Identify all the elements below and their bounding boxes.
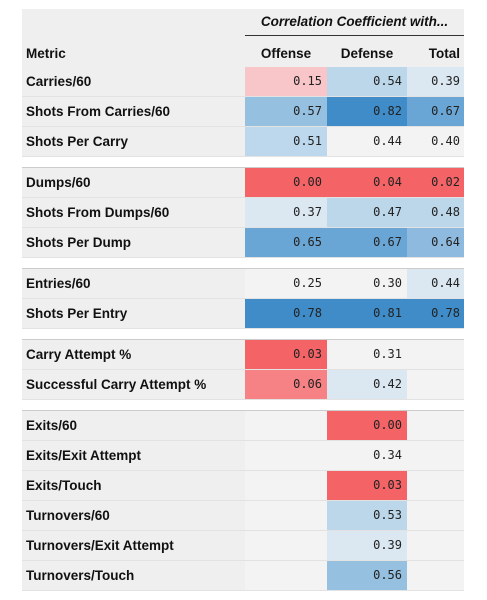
defense-value: 0.82 xyxy=(327,97,407,126)
table-row: Entries/60 0.25 0.30 0.44 xyxy=(22,269,464,299)
defense-value: 0.67 xyxy=(327,228,407,257)
row-group: Exits/60 0.00 Exits/Exit Attempt 0.34 Exits/… xyxy=(22,410,464,591)
metric-label: Exits/Touch xyxy=(22,471,245,500)
defense-value: 0.53 xyxy=(327,501,407,530)
defense-value: 0.30 xyxy=(327,269,407,298)
offense-value: 0.57 xyxy=(245,97,327,126)
offense-column-header: Offense xyxy=(260,46,312,61)
defense-value: 0.39 xyxy=(327,531,407,560)
total-value: 0.39 xyxy=(407,67,464,96)
total-value xyxy=(407,340,464,369)
total-value: 0.44 xyxy=(407,269,464,298)
table-row: Shots From Dumps/60 0.37 0.47 0.48 xyxy=(22,198,464,228)
defense-value: 0.04 xyxy=(327,168,407,197)
total-value: 0.78 xyxy=(407,299,464,328)
metric-label: Shots From Carries/60 xyxy=(22,97,245,126)
defense-value: 0.81 xyxy=(327,299,407,328)
offense-value: 0.65 xyxy=(245,228,327,257)
table-row: Shots From Carries/60 0.57 0.82 0.67 xyxy=(22,97,464,127)
defense-value: 0.54 xyxy=(327,67,407,96)
defense-column-header: Defense xyxy=(340,46,394,61)
table-row: Turnovers/60 0.53 xyxy=(22,501,464,531)
table-row: Carries/60 0.15 0.54 0.39 xyxy=(22,67,464,97)
table-row: Carry Attempt % 0.03 0.31 xyxy=(22,340,464,370)
defense-value: 0.03 xyxy=(327,471,407,500)
defense-value: 0.44 xyxy=(327,127,407,156)
table-row: Turnovers/Touch 0.56 xyxy=(22,561,464,591)
table-row: Shots Per Entry 0.78 0.81 0.78 xyxy=(22,299,464,329)
total-value: 0.48 xyxy=(407,198,464,227)
metric-label: Shots From Dumps/60 xyxy=(22,198,245,227)
total-value xyxy=(407,441,464,470)
offense-value: 0.06 xyxy=(245,370,327,399)
total-value xyxy=(407,561,464,590)
total-value: 0.64 xyxy=(407,228,464,257)
metric-label: Successful Carry Attempt % xyxy=(22,370,245,399)
defense-value: 0.00 xyxy=(327,411,407,440)
metric-label: Turnovers/60 xyxy=(22,501,245,530)
defense-value: 0.31 xyxy=(327,340,407,369)
header-rule xyxy=(245,35,464,36)
offense-value xyxy=(245,471,327,500)
offense-value xyxy=(245,531,327,560)
metric-label: Turnovers/Exit Attempt xyxy=(22,531,245,560)
super-header: Correlation Coefficient with... xyxy=(260,14,449,29)
total-value xyxy=(407,531,464,560)
offense-value xyxy=(245,501,327,530)
total-column-header: Total xyxy=(428,46,460,61)
offense-value: 0.03 xyxy=(245,340,327,369)
defense-value: 0.47 xyxy=(327,198,407,227)
table-row: Shots Per Carry 0.51 0.44 0.40 xyxy=(22,127,464,157)
offense-value xyxy=(245,561,327,590)
offense-value: 0.51 xyxy=(245,127,327,156)
table-row: Turnovers/Exit Attempt 0.39 xyxy=(22,531,464,561)
total-value xyxy=(407,501,464,530)
offense-value: 0.37 xyxy=(245,198,327,227)
row-group: Entries/60 0.25 0.30 0.44 Shots Per Entry 0.7… xyxy=(22,268,464,329)
table-row: Successful Carry Attempt % 0.06 0.42 xyxy=(22,370,464,400)
offense-value: 0.00 xyxy=(245,168,327,197)
table-row: Exits/60 0.00 xyxy=(22,411,464,441)
metric-label: Turnovers/Touch xyxy=(22,561,245,590)
total-value: 0.67 xyxy=(407,97,464,126)
metric-label: Carry Attempt % xyxy=(22,340,245,369)
table-row: Exits/Touch 0.03 xyxy=(22,471,464,501)
table-header: Correlation Coefficient with... Metric O… xyxy=(22,9,464,67)
total-value xyxy=(407,471,464,500)
metric-label: Exits/Exit Attempt xyxy=(22,441,245,470)
offense-value xyxy=(245,411,327,440)
row-group: Carry Attempt % 0.03 0.31 Successful Carry … xyxy=(22,339,464,400)
metric-label: Dumps/60 xyxy=(22,168,245,197)
total-value: 0.02 xyxy=(407,168,464,197)
row-group: Dumps/60 0.00 0.04 0.02 Shots From Dumps/60 0… xyxy=(22,167,464,258)
offense-value: 0.15 xyxy=(245,67,327,96)
metric-label: Shots Per Entry xyxy=(22,299,245,328)
table-row: Shots Per Dump 0.65 0.67 0.64 xyxy=(22,228,464,258)
correlation-table: Correlation Coefficient with... Metric O… xyxy=(22,9,464,591)
table-body: Carries/60 0.15 0.54 0.39 Shots From Carries… xyxy=(22,67,464,591)
metric-label: Exits/60 xyxy=(22,411,245,440)
metric-label: Shots Per Dump xyxy=(22,228,245,257)
table-row: Dumps/60 0.00 0.04 0.02 xyxy=(22,168,464,198)
total-value: 0.40 xyxy=(407,127,464,156)
metric-label: Entries/60 xyxy=(22,269,245,298)
total-value xyxy=(407,370,464,399)
offense-value: 0.25 xyxy=(245,269,327,298)
offense-value: 0.78 xyxy=(245,299,327,328)
defense-value: 0.56 xyxy=(327,561,407,590)
metric-column-header: Metric xyxy=(26,46,66,61)
defense-value: 0.34 xyxy=(327,441,407,470)
metric-label: Carries/60 xyxy=(22,67,245,96)
metric-label: Shots Per Carry xyxy=(22,127,245,156)
defense-value: 0.42 xyxy=(327,370,407,399)
table-row: Exits/Exit Attempt 0.34 xyxy=(22,441,464,471)
row-group: Carries/60 0.15 0.54 0.39 Shots From Carries… xyxy=(22,67,464,157)
offense-value xyxy=(245,441,327,470)
total-value xyxy=(407,411,464,440)
